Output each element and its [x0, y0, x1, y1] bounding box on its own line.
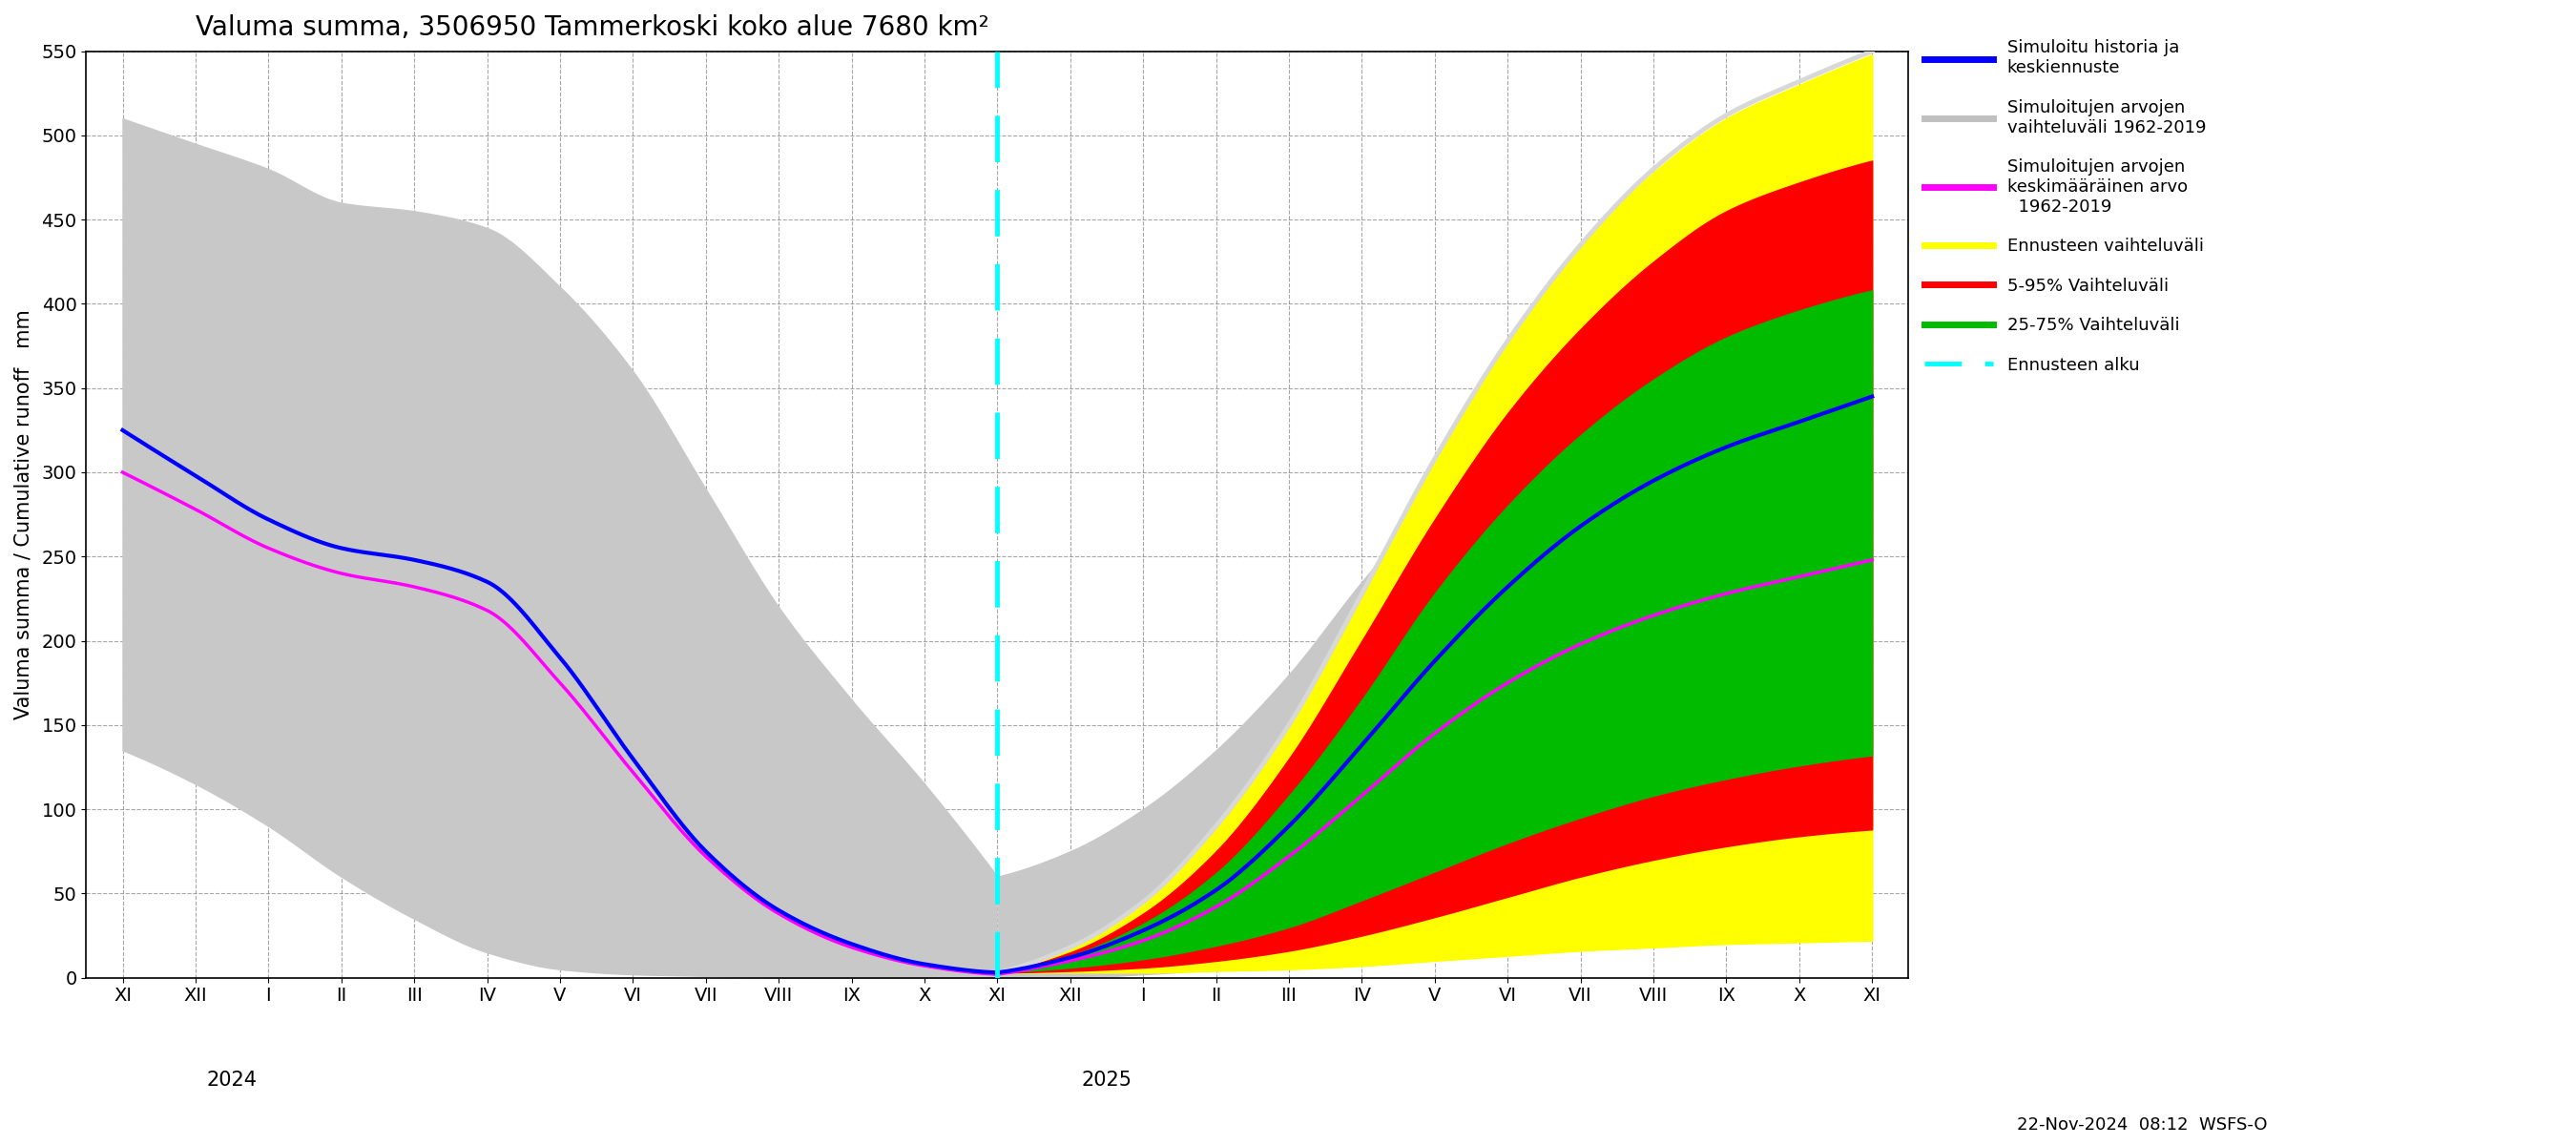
Text: 2024: 2024: [206, 1071, 258, 1089]
Text: Valuma summa, 3506950 Tammerkoski koko alue 7680 km²: Valuma summa, 3506950 Tammerkoski koko a…: [196, 14, 989, 41]
Text: 22-Nov-2024  08:12  WSFS-O: 22-Nov-2024 08:12 WSFS-O: [2017, 1116, 2267, 1134]
Y-axis label: Valuma summa / Cumulative runoff   mm: Valuma summa / Cumulative runoff mm: [15, 309, 33, 719]
Legend: Simuloitu historia ja
keskiennuste, Simuloitujen arvojen
vaihteluväli 1962-2019,: Simuloitu historia ja keskiennuste, Simu…: [1917, 33, 2213, 380]
Text: 2025: 2025: [1082, 1071, 1131, 1089]
